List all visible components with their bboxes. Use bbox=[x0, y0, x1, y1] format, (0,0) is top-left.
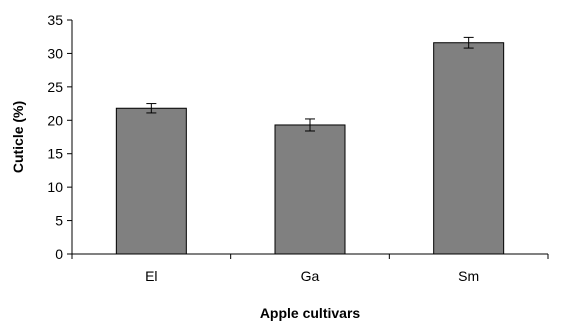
error-bars bbox=[146, 36, 474, 132]
x-axis-ticks: El Ga Sm bbox=[71, 254, 549, 284]
bar-el bbox=[115, 107, 187, 255]
y-tick-label: 30 bbox=[47, 45, 63, 61]
bar-sm bbox=[433, 42, 505, 255]
y-tick-label: 10 bbox=[47, 179, 63, 195]
x-tick-label-el: El bbox=[145, 268, 157, 284]
y-axis-title: Cuticle (%) bbox=[10, 101, 26, 173]
y-tick-label: 25 bbox=[47, 79, 63, 95]
x-tick-label-sm: Sm bbox=[458, 268, 479, 284]
x-tick-label-ga: Ga bbox=[301, 268, 320, 284]
y-tick-label: 35 bbox=[47, 12, 63, 28]
y-tick-label: 0 bbox=[55, 246, 63, 262]
y-tick-label: 20 bbox=[47, 112, 63, 128]
bar-ga bbox=[274, 124, 346, 255]
y-tick-label: 15 bbox=[47, 146, 63, 162]
y-axis-ticks: 0 5 10 15 20 25 30 35 bbox=[47, 12, 72, 262]
y-tick-label: 5 bbox=[55, 213, 63, 229]
x-axis-title: Apple cultivars bbox=[260, 305, 361, 321]
bars bbox=[115, 42, 505, 255]
